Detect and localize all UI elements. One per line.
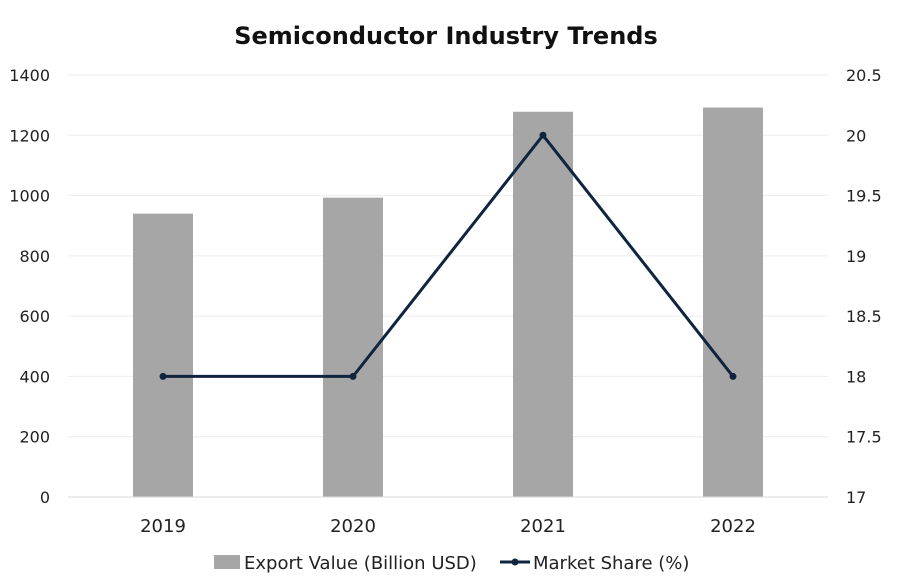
- x-tick-label: 2021: [520, 516, 566, 537]
- bar: [133, 213, 193, 497]
- legend-label: Market Share (%): [533, 553, 689, 574]
- y-left-tick-label: 600: [19, 307, 50, 326]
- y-right-tick-label: 20: [846, 126, 866, 145]
- x-tick-label: 2022: [710, 516, 756, 537]
- y-right-tick-label: 17.5: [846, 428, 882, 447]
- legend-swatch-marker: [511, 558, 519, 566]
- x-tick-label: 2019: [140, 516, 186, 537]
- y-left-tick-label: 1000: [9, 187, 50, 206]
- chart-title: Semiconductor Industry Trends: [234, 22, 658, 50]
- bar: [323, 197, 383, 497]
- y-right-tick-label: 19.5: [846, 187, 882, 206]
- y-left-tick-label: 0: [40, 488, 50, 507]
- y-right-tick-label: 18: [846, 367, 866, 386]
- line-point: [539, 131, 547, 139]
- y-left-tick-label: 200: [19, 428, 50, 447]
- line-point: [729, 372, 737, 380]
- legend-label: Export Value (Billion USD): [244, 553, 477, 574]
- line-point: [349, 372, 357, 380]
- y-right-tick-label: 19: [846, 247, 866, 266]
- y-right-tick-label: 20.5: [846, 66, 882, 85]
- y-left-tick-label: 800: [19, 247, 50, 266]
- y-left-tick-label: 400: [19, 367, 50, 386]
- line-series: [159, 131, 737, 380]
- legend: Export Value (Billion USD) Market Share (…: [214, 553, 689, 574]
- bar: [703, 107, 763, 497]
- legend-swatch-bar: [214, 555, 240, 569]
- bar: [513, 111, 573, 497]
- y-right-tick-label: 18.5: [846, 307, 882, 326]
- series-line: [163, 133, 735, 378]
- tick-labels: 0 200 400 600 800 1000 1200 1400 17 17.5 18 18.5 19 1…: [9, 66, 881, 537]
- y-left-tick-label: 1400: [9, 66, 50, 85]
- y-right-tick-label: 17: [846, 488, 866, 507]
- y-left-tick-label: 1200: [9, 126, 50, 145]
- line-point: [159, 372, 167, 380]
- bar-series: [133, 107, 763, 497]
- x-tick-label: 2020: [330, 516, 376, 537]
